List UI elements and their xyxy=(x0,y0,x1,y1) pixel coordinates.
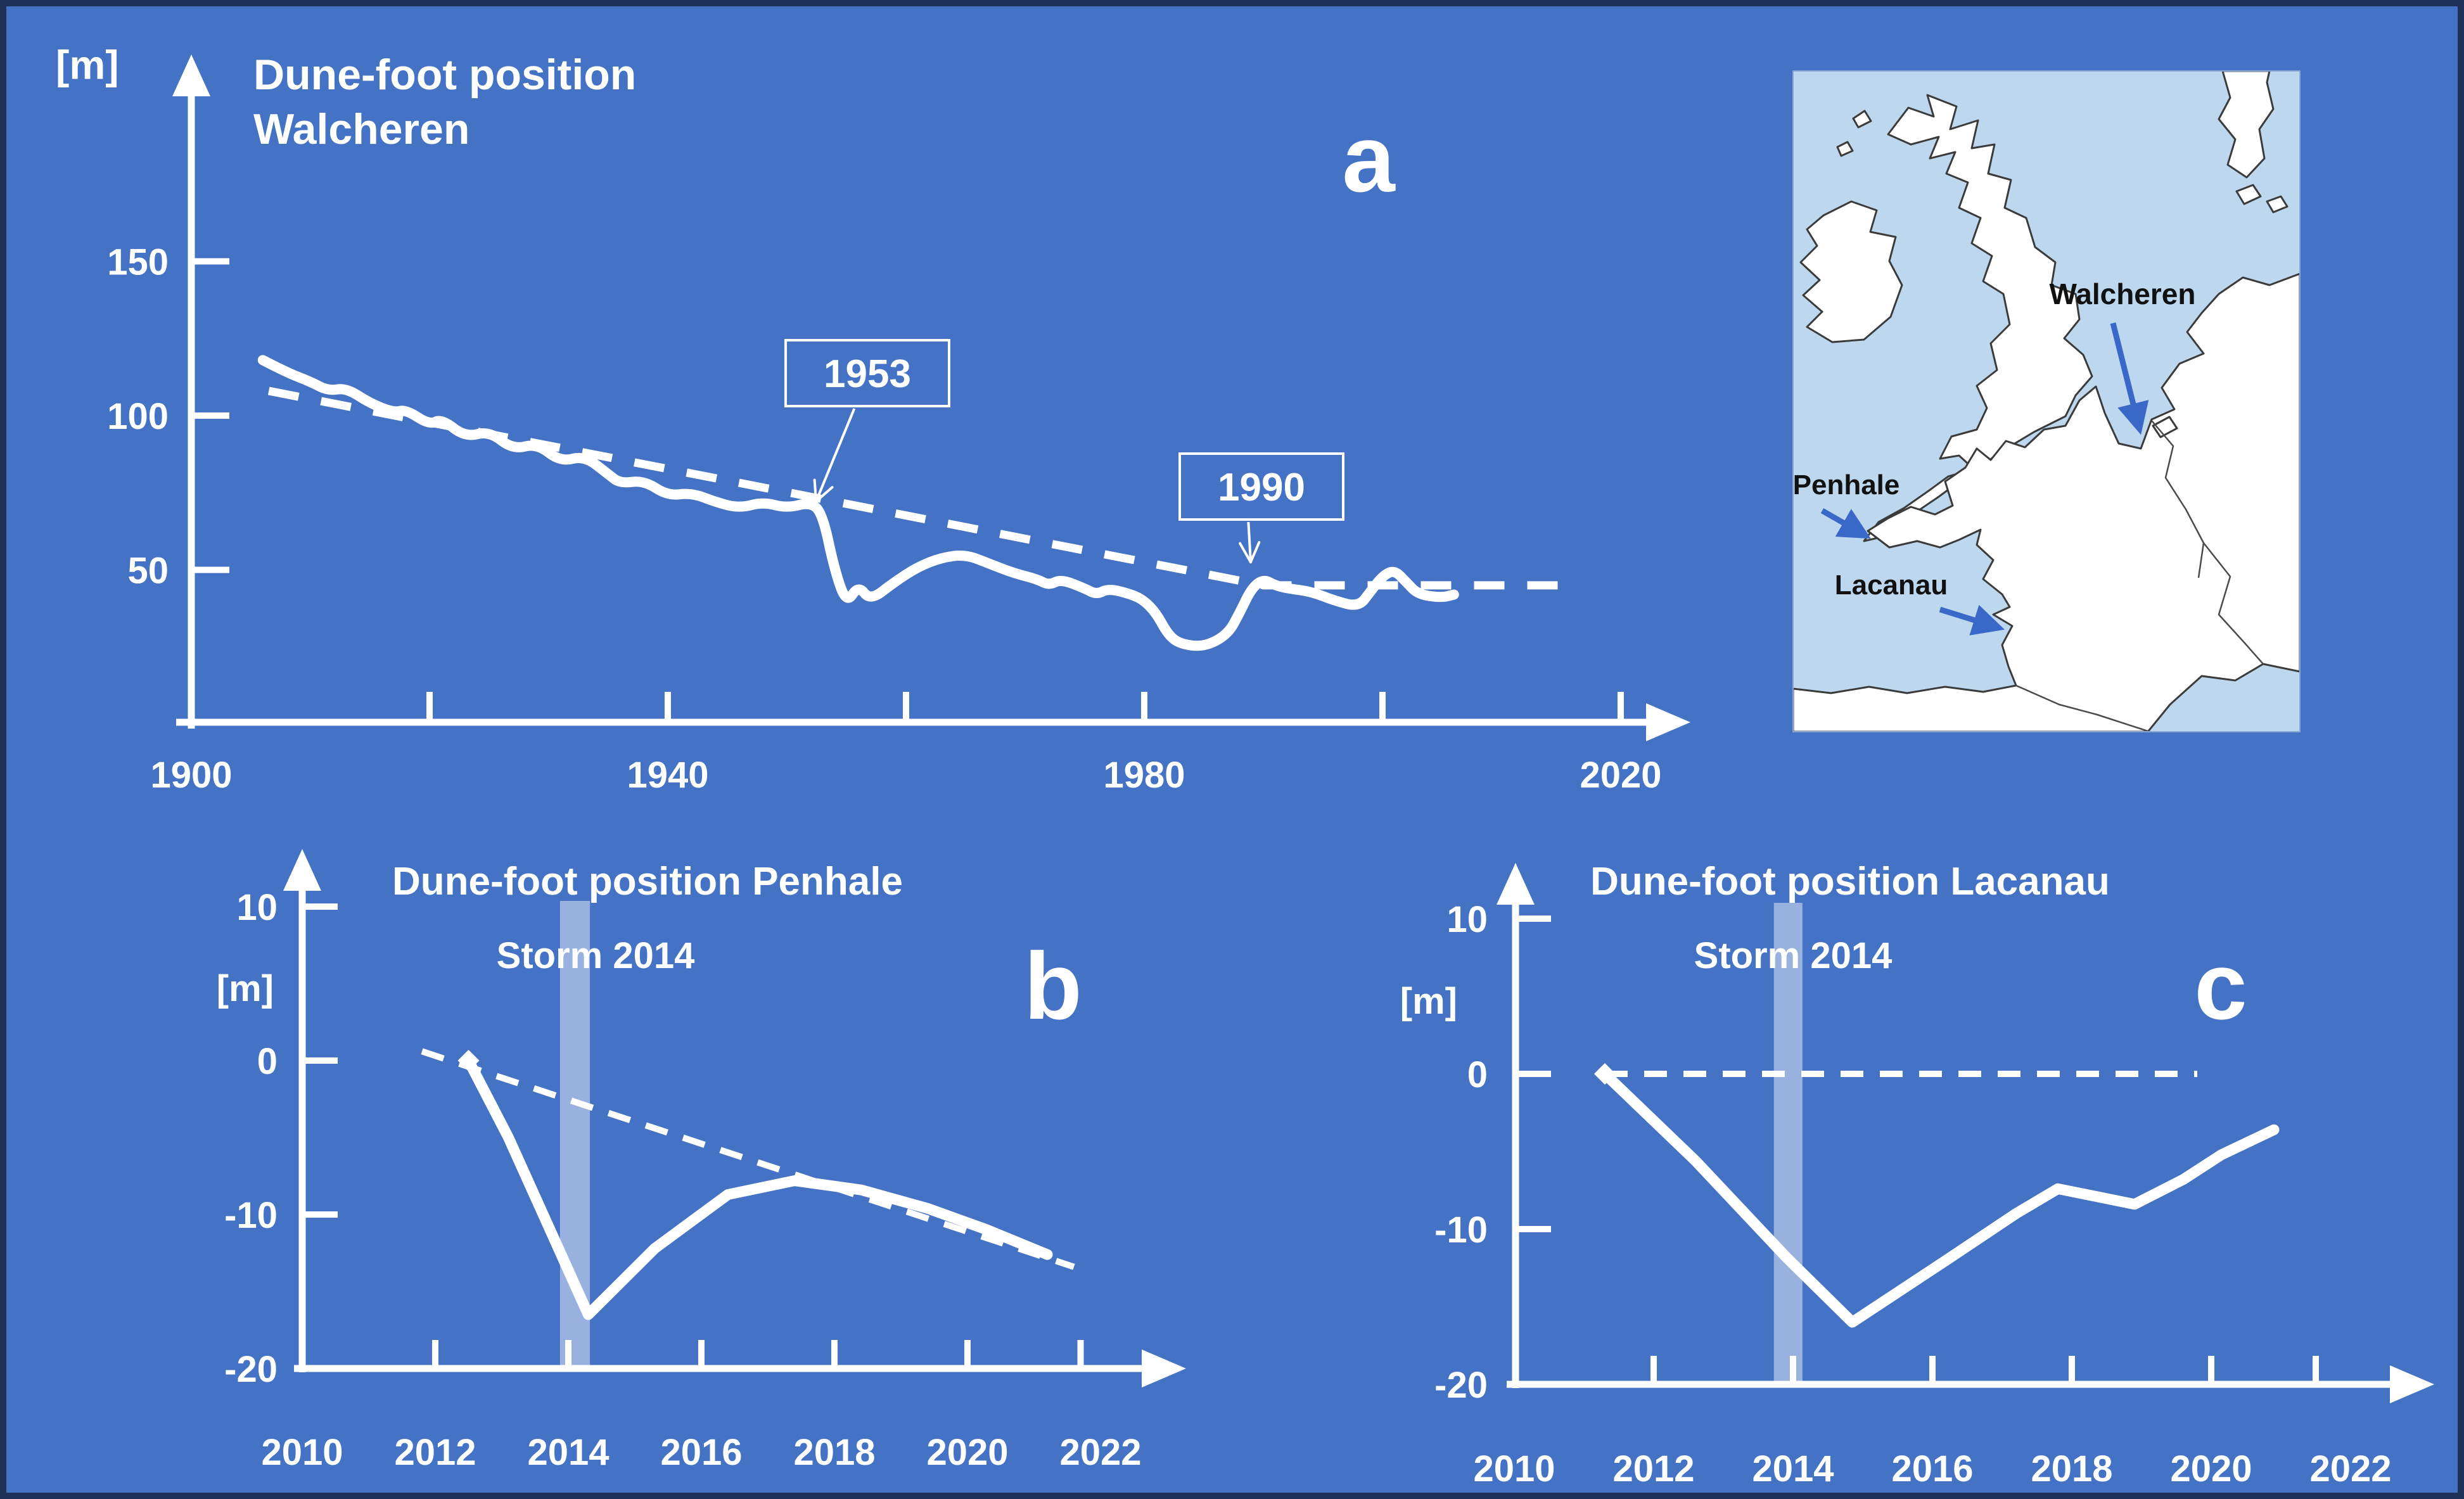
walcheren-annotation-label-1990: 1990 xyxy=(1218,466,1305,509)
walcheren-x-tick-label: 1900 xyxy=(150,755,232,796)
lacanau-x-tick-label: 2014 xyxy=(1752,1448,1834,1489)
penhale-x-tick-label: 2014 xyxy=(527,1432,609,1473)
lacanau-x-tick-label: 2016 xyxy=(1891,1448,1973,1489)
walcheren-x-axis-arrowhead xyxy=(1646,703,1690,741)
penhale-y-tick-label: -10 xyxy=(224,1195,278,1236)
penhale-x-tick-label: 2016 xyxy=(660,1432,742,1473)
map-ireland xyxy=(1799,200,1903,343)
lacanau-y-tick-label: -20 xyxy=(1434,1365,1488,1406)
lacanau-storm-bar xyxy=(1773,903,1803,1382)
penhale-x-tick-label: 2020 xyxy=(926,1432,1008,1473)
penhale-solid-line xyxy=(463,1055,1053,1320)
walcheren-dashed-line xyxy=(267,386,1573,590)
walcheren-x-tick-label: 1940 xyxy=(627,755,708,796)
penhale-x-tick-label: 2018 xyxy=(793,1432,875,1473)
walcheren-annotation-arrow-1953-head xyxy=(814,486,834,503)
lacanau-x-tick-label: 2012 xyxy=(1612,1448,1694,1489)
penhale-x-tick-label: 2012 xyxy=(394,1432,476,1473)
penhale-y-tick-label: 0 xyxy=(257,1041,278,1082)
map-label-penhale: Penhale xyxy=(1793,469,1900,501)
chart-lacanau-panel: 10 0 -10 -20 2010 2012 2014 2016 2018 2020 2022 [m]… xyxy=(1400,860,2434,1489)
map-border-france-east xyxy=(2203,542,2264,665)
penhale-x-tick-label: 2010 xyxy=(261,1432,343,1473)
penhale-title: Dune-foot position Penhale xyxy=(392,860,903,903)
penhale-unit-label: [m] xyxy=(217,968,274,1009)
map-arrow-walcheren xyxy=(2110,322,2149,435)
walcheren-annotation-box-1953 xyxy=(784,339,950,407)
map-label-lacanau: Lacanau xyxy=(1835,570,1948,601)
walcheren-x-tick-label: 2020 xyxy=(1580,755,1661,796)
location-map-inset: Walcheren Penhale Lacanau xyxy=(1792,70,2301,732)
lacanau-storm-label: Storm 2014 xyxy=(1694,935,1893,976)
chart-penhale-panel: 10 0 -10 -20 2010 2012 2014 2016 2018 2020 2022 [m]… xyxy=(217,849,1186,1473)
lacanau-y-tick-label: -10 xyxy=(1434,1209,1488,1251)
lacanau-x-tick-label: 2022 xyxy=(2309,1448,2391,1489)
lacanau-y-axis-arrowhead xyxy=(1497,863,1535,905)
penhale-storm-label: Storm 2014 xyxy=(497,935,695,976)
map-border-pyrenees xyxy=(2015,684,2148,732)
chart-walcheren-panel: 50 100 150 1900 1940 1980 2020 [m] Dune-foot pos… xyxy=(56,42,1690,796)
walcheren-y-tick-label: 50 xyxy=(127,551,169,592)
lacanau-x-tick-label: 2010 xyxy=(1473,1448,1555,1489)
map-denmark xyxy=(2218,71,2275,179)
walcheren-panel-letter: a xyxy=(1342,105,1396,212)
map-delta-island xyxy=(2152,416,2178,438)
walcheren-title-line1: Dune-foot position xyxy=(253,51,636,99)
walcheren-annotation-label-1953: 1953 xyxy=(824,352,911,396)
penhale-x-axis-arrowhead xyxy=(1142,1349,1186,1387)
walcheren-y-axis-arrowhead xyxy=(172,54,210,96)
penhale-dashed-line xyxy=(421,1048,1075,1270)
penhale-panel-letter: b xyxy=(1024,933,1082,1039)
lacanau-unit-label: [m] xyxy=(1400,981,1457,1022)
lacanau-title: Dune-foot position Lacanau xyxy=(1590,860,2110,903)
walcheren-y-tick-label: 100 xyxy=(107,396,169,437)
walcheren-title-line2: Walcheren xyxy=(253,105,469,153)
penhale-x-tick-label: 2022 xyxy=(1059,1432,1141,1473)
walcheren-annotation-arrow-1990-head xyxy=(1239,542,1252,564)
lacanau-panel-letter: c xyxy=(2194,933,2247,1039)
map-arrow-penhale xyxy=(1820,508,1871,539)
map-hebrides-islands xyxy=(1836,110,1872,157)
walcheren-annotation-arrow-1953-head xyxy=(813,478,817,503)
map-label-walcheren: Walcheren xyxy=(2050,277,2196,310)
lacanau-solid-line xyxy=(1599,1068,2280,1328)
lacanau-y-tick-label: 10 xyxy=(1446,899,1488,940)
map-frame xyxy=(1792,70,2301,732)
lacanau-y-tick-label: 0 xyxy=(1467,1054,1488,1095)
lacanau-x-tick-label: 2018 xyxy=(2031,1448,2112,1489)
walcheren-x-tick-label: 1980 xyxy=(1103,755,1185,796)
map-danish-islands xyxy=(2235,184,2288,214)
map-border-benelux-germany xyxy=(2151,420,2205,578)
lacanau-x-axis-arrowhead xyxy=(2390,1365,2434,1403)
map-arrow-lacanau xyxy=(1939,604,2005,635)
penhale-y-tick-label: 10 xyxy=(236,887,278,928)
lacanau-x-tick-label: 2020 xyxy=(2170,1448,2252,1489)
walcheren-annotation-arrow-1953 xyxy=(815,408,856,502)
walcheren-unit-label: [m] xyxy=(56,42,119,87)
penhale-y-tick-label: -20 xyxy=(224,1349,278,1390)
walcheren-annotation-arrow-1990 xyxy=(1247,521,1252,563)
walcheren-y-tick-label: 150 xyxy=(107,242,169,283)
walcheren-annotation-box-1990 xyxy=(1178,452,1344,521)
walcheren-annotation-arrow-1990-head xyxy=(1249,541,1261,564)
map-continental-europe xyxy=(1793,272,2300,732)
penhale-y-axis-arrowhead xyxy=(283,849,321,891)
